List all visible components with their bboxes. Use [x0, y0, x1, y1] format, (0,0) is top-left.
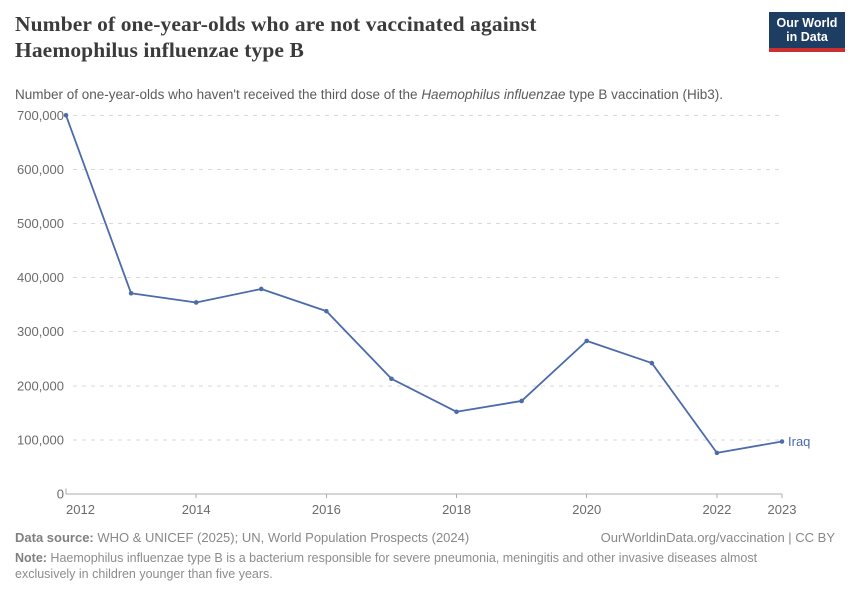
line-chart: 0 100,000 200,000 300,000 400,000 500,000 600,…: [17, 108, 810, 517]
x-axis-tick-label: 2014: [182, 502, 211, 517]
data-point: [649, 360, 655, 366]
y-axis-tick-label: 300,000: [17, 324, 64, 339]
data-source-label: Data source:: [15, 530, 94, 545]
y-axis-tick-label: 400,000: [17, 270, 64, 285]
data-source-row: Data source: WHO & UNICEF (2025); UN, Wo…: [15, 530, 835, 545]
data-source: Data source: WHO & UNICEF (2025); UN, Wo…: [15, 530, 469, 545]
x-axis-tick-label: 2020: [572, 502, 601, 517]
note-label: Note:: [15, 551, 47, 565]
owid-logo: Our World in Data: [769, 12, 845, 52]
x-axis-tick-label: 2018: [442, 502, 471, 517]
data-point: [714, 450, 720, 456]
data-point: [193, 300, 199, 305]
title-line-1: Number of one-year-olds who are not vacc…: [15, 12, 537, 36]
x-axis-tick-label: 2016: [312, 502, 341, 517]
title-line-2: Haemophilus influenzae type B: [15, 38, 304, 62]
attribution-link: OurWorldinData.org/vaccination | CC BY: [600, 530, 835, 545]
note-text: Haemophilus influenzae type B is a bacte…: [15, 551, 758, 581]
x-axis-tick-label: 2022: [702, 502, 731, 517]
chart-note: Note: Haemophilus influenzae type B is a…: [15, 550, 765, 582]
x-axis-tick-label: 2012: [66, 502, 95, 517]
page-title: Number of one-year-olds who are not vacc…: [15, 11, 755, 63]
line-chart-canvas: 0 100,000 200,000 300,000 400,000 500,000 600,…: [17, 108, 810, 517]
chart-footer: Data source: WHO & UNICEF (2025); UN, Wo…: [15, 530, 835, 582]
y-axis-tick-label: 500,000: [17, 216, 64, 231]
data-point: [324, 308, 329, 314]
y-axis-tick-label: 600,000: [17, 162, 64, 177]
subtitle-suffix: type B vaccination (Hib3).: [565, 86, 723, 102]
chart-subtitle: Number of one-year-olds who haven't rece…: [15, 86, 835, 103]
y-axis-tick-label: 0: [57, 487, 64, 502]
data-point: [584, 338, 590, 344]
logo-text-line-1: Our World: [776, 15, 838, 30]
data-point: [63, 113, 69, 118]
subtitle-prefix: Number of one-year-olds who haven't rece…: [15, 86, 422, 102]
y-axis-tick-label: 700,000: [17, 108, 64, 123]
data-point: [389, 376, 394, 382]
data-source-text: WHO & UNICEF (2025); UN, World Populatio…: [93, 530, 470, 545]
data-point: [128, 290, 134, 296]
data-point: [779, 439, 785, 444]
x-axis-tick-label: 2023: [768, 502, 797, 517]
data-series-line: [65, 114, 783, 454]
data-point: [519, 398, 524, 404]
subtitle-italic-term: Haemophilus influenzae: [421, 86, 566, 102]
logo-text-line-2: in Data: [786, 30, 828, 44]
y-axis-tick-label: 100,000: [17, 432, 64, 447]
data-point: [258, 286, 264, 292]
series-end-label: Iraq: [788, 434, 810, 449]
y-axis-tick-label: 200,000: [17, 378, 64, 393]
data-point: [454, 409, 459, 415]
